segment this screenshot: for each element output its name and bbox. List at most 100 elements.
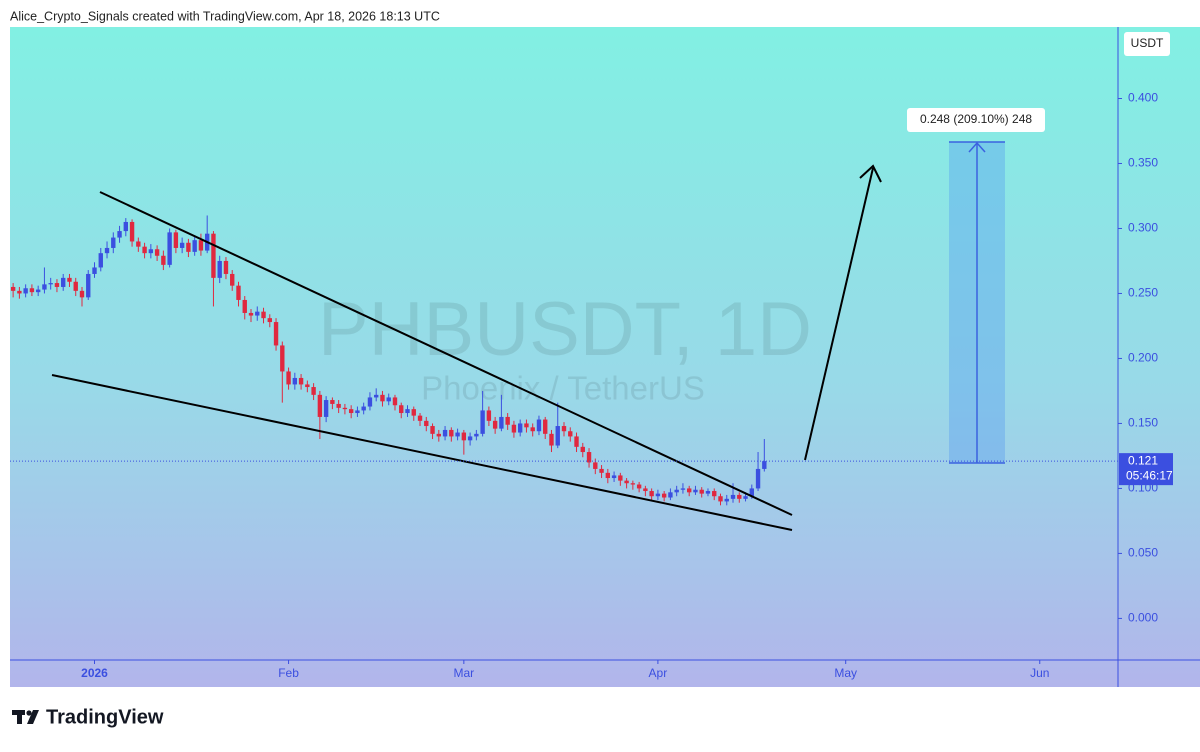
candle-body bbox=[380, 394, 385, 402]
candle-body bbox=[536, 419, 542, 432]
candle-body bbox=[486, 410, 492, 421]
candle-body bbox=[179, 242, 185, 248]
candle-body bbox=[98, 253, 103, 268]
candle-body bbox=[186, 242, 191, 252]
candle-body bbox=[593, 462, 598, 469]
candle-body bbox=[323, 400, 329, 417]
candle-body bbox=[430, 426, 435, 434]
logo-text: TradingView bbox=[46, 706, 164, 728]
candle-body bbox=[242, 299, 247, 313]
candle-body bbox=[367, 397, 373, 407]
y-tick-label: 0.050 bbox=[1128, 546, 1158, 560]
candle-body bbox=[23, 288, 28, 294]
candle-body bbox=[580, 446, 585, 453]
candle-body bbox=[104, 247, 110, 254]
candle-body bbox=[161, 255, 166, 265]
candle-body bbox=[755, 468, 761, 489]
candle-body bbox=[561, 426, 567, 432]
candle-body bbox=[524, 423, 529, 428]
candle-body bbox=[142, 246, 147, 254]
candle-body bbox=[718, 496, 723, 502]
candle-body bbox=[330, 400, 335, 404]
candle-body bbox=[123, 221, 128, 232]
candle-body bbox=[705, 491, 711, 494]
currency: USDT bbox=[1131, 36, 1164, 50]
candle-body bbox=[17, 290, 22, 294]
candle-body bbox=[298, 377, 304, 385]
candle-body bbox=[649, 491, 654, 497]
candle-body bbox=[618, 475, 623, 481]
countdown: 05:46:17 bbox=[1126, 468, 1173, 482]
candle-body bbox=[386, 397, 391, 402]
candle-body bbox=[455, 432, 460, 437]
candle-body bbox=[411, 409, 416, 416]
candle-body bbox=[674, 489, 679, 493]
last-price-label: 0.121 bbox=[1128, 453, 1158, 467]
candle-body bbox=[568, 431, 573, 437]
candle-body bbox=[67, 277, 72, 282]
watermark-subtitle: Phoenix / TetherUS bbox=[421, 370, 705, 407]
candle-body bbox=[10, 286, 16, 291]
candle-body bbox=[549, 433, 554, 446]
y-tick-label: 0.350 bbox=[1128, 156, 1158, 170]
measure-label-box bbox=[907, 108, 1045, 132]
candle-body bbox=[280, 345, 285, 372]
candle-body bbox=[511, 424, 517, 433]
candle-body bbox=[611, 475, 617, 479]
candle-body bbox=[668, 492, 673, 498]
candle-body bbox=[129, 221, 135, 242]
candle-body bbox=[436, 433, 441, 437]
candle-body bbox=[605, 472, 611, 479]
candle-body bbox=[223, 260, 229, 274]
candle-body bbox=[173, 232, 179, 248]
candle-body bbox=[236, 285, 241, 300]
candle-body bbox=[317, 394, 323, 417]
candle-body bbox=[292, 377, 298, 385]
candle-body bbox=[211, 233, 216, 278]
candle-body bbox=[86, 273, 91, 298]
candle-body bbox=[348, 409, 354, 414]
candle-body bbox=[661, 493, 667, 498]
candle-body bbox=[261, 311, 266, 319]
candle-body bbox=[555, 426, 560, 446]
y-tick-label: 0.300 bbox=[1128, 221, 1158, 235]
candle-body bbox=[29, 288, 35, 293]
candle-body bbox=[442, 429, 448, 437]
measure-label: 0.248 (209.10%) 248 bbox=[920, 112, 1032, 126]
candle-body bbox=[311, 387, 316, 395]
y-tick-label: 0.250 bbox=[1128, 286, 1158, 300]
candle-body bbox=[286, 371, 291, 385]
candle-body bbox=[762, 461, 767, 469]
candle-body bbox=[230, 273, 235, 286]
candle-body bbox=[35, 289, 41, 293]
projection-arrow bbox=[804, 167, 874, 461]
candle-body bbox=[655, 493, 661, 497]
candle-body bbox=[192, 240, 197, 252]
candle-body bbox=[749, 488, 754, 497]
candle-body bbox=[517, 423, 523, 433]
candle-body bbox=[687, 488, 692, 493]
candle-body bbox=[586, 452, 592, 463]
candle-body bbox=[724, 498, 729, 502]
candle-body bbox=[499, 416, 504, 429]
candle-body bbox=[355, 410, 360, 414]
y-tick-label: 0.150 bbox=[1128, 416, 1158, 430]
candle-body bbox=[92, 267, 97, 274]
x-tick-label: May bbox=[834, 666, 857, 680]
candle-body bbox=[111, 237, 116, 248]
candle-body bbox=[255, 311, 260, 316]
candle-body bbox=[117, 231, 122, 238]
candle-body bbox=[361, 406, 366, 411]
candle-body bbox=[198, 240, 204, 251]
candle-body bbox=[449, 429, 454, 437]
candle-body bbox=[636, 484, 642, 489]
arrow-head bbox=[859, 164, 882, 183]
y-tick-label: 0.400 bbox=[1128, 91, 1158, 105]
candle-body bbox=[417, 415, 423, 421]
candle-body bbox=[336, 403, 341, 408]
candle-body bbox=[643, 488, 648, 492]
candle-body bbox=[405, 409, 410, 414]
candle-body bbox=[54, 283, 60, 287]
candle-body bbox=[154, 249, 160, 256]
